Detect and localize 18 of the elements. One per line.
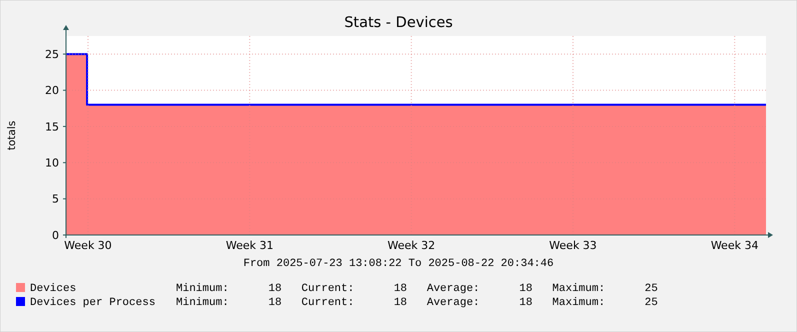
legend-label: Devices <box>30 283 76 295</box>
x-tick-label: Week 34 <box>710 239 758 252</box>
x-tick-label: Week 33 <box>549 239 597 252</box>
text: Minimum: 18 Current: 18 Average: 18 Maximum: 25 <box>176 283 658 295</box>
x-tick-label: Week 31 <box>226 239 274 252</box>
text: From 2025-07-23 13:08:22 To 2025-08-22 20:34:46 <box>243 258 554 270</box>
y-tick-label: 15 <box>45 120 59 134</box>
legend-label: Devices per Process <box>30 297 156 309</box>
text: Minimum: 18 Current: 18 Average: 18 Maximum: 25 <box>176 297 658 309</box>
y-tick-label: 5 <box>52 192 59 206</box>
x-tick-label: Week 32 <box>388 239 436 252</box>
chart-title: Stats - Devices <box>344 15 453 31</box>
y-tick-label: 20 <box>45 84 59 98</box>
y-axis-title: totals <box>6 120 18 150</box>
y-tick-label: 10 <box>45 156 59 170</box>
x-tick-label: Week 30 <box>64 239 112 252</box>
y-tick-label: 0 <box>52 228 59 242</box>
y-tick-label: 25 <box>45 48 59 61</box>
